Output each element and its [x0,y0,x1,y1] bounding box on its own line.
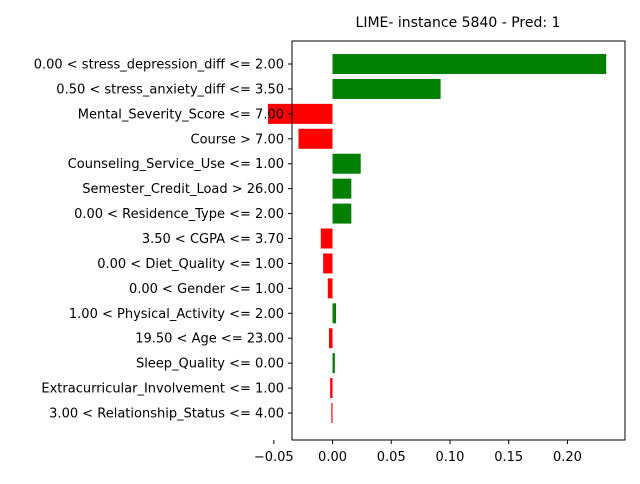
y-tick-label: Semester_Credit_Load > 26.00 [82,182,284,197]
bar-2 [332,78,441,99]
x-tick-label: −0.05 [254,450,294,465]
bar-13 [332,353,335,374]
y-tick-label: Counseling_Service_Use <= 1.00 [68,157,284,172]
x-tick-label: 0.00 [318,450,347,465]
bar-12 [329,328,333,349]
x-tick-label: 0.15 [494,450,523,465]
bar-14 [330,378,333,399]
bar-9 [323,253,333,274]
y-tick-label: Course > 7.00 [191,132,285,147]
x-tick-label: 0.10 [436,450,465,465]
y-tick-label: 3.50 < CGPA <= 3.70 [142,232,284,247]
bar-6 [332,178,352,199]
bar-8 [320,228,333,249]
y-tick-label: 0.50 < stress_anxiety_diff <= 3.50 [56,82,284,97]
bar-15 [331,403,333,424]
bar-3 [267,103,333,124]
bar-11 [332,303,337,324]
y-tick-label: 19.50 < Age <= 23.00 [135,332,284,347]
plot-frame [291,40,626,441]
bar-1 [332,54,607,74]
bar-5 [332,153,361,174]
bar-4 [298,128,333,149]
bar-7 [332,203,352,224]
y-tick-label: Extracurricular_Involvement <= 1.00 [41,382,284,397]
bar-10 [327,278,333,299]
y-tick-label: 1.00 < Physical_Activity <= 2.00 [69,307,284,322]
y-tick-label: 0.00 < stress_depression_diff <= 2.00 [34,58,284,73]
x-tick-label: 0.05 [377,450,406,465]
x-tick-label: 0.20 [553,450,582,465]
bars-group [267,54,607,424]
y-axis: 0.00 < stress_depression_diff <= 2.00 0.5… [34,58,292,422]
x-axis: −0.05 0.00 0.05 0.10 0.15 0.20 [254,440,582,465]
y-tick-label: 3.00 < Relationship_Status <= 4.00 [49,407,284,422]
chart-title: LIME- instance 5840 - Pred: 1 [356,15,561,31]
y-tick-label: 0.00 < Diet_Quality <= 1.00 [97,257,284,272]
y-tick-label: 0.00 < Residence_Type <= 2.00 [74,207,284,222]
y-tick-label: Mental_Severity_Score <= 7.00 [78,107,284,122]
y-tick-label: Sleep_Quality <= 0.00 [136,357,284,372]
y-tick-label: 0.00 < Gender <= 1.00 [129,282,284,297]
